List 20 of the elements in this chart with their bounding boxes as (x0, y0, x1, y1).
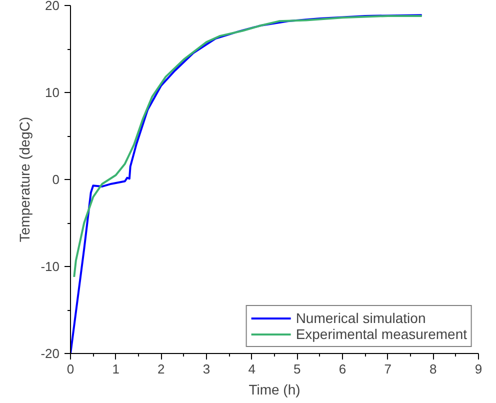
x-tick-label: 7 (384, 362, 392, 376)
x-axis-title: Time (h) (248, 382, 300, 398)
y-tick-label: 20 (45, 0, 60, 13)
y-tick-label: -10 (40, 259, 60, 274)
y-tick-label: 0 (52, 172, 60, 187)
x-tick-label: 1 (112, 362, 120, 376)
y-axis-title: Temperature (degC) (16, 116, 33, 242)
legend-label: Numerical simulation (296, 310, 426, 326)
x-tick-label: 2 (158, 362, 165, 376)
y-tick-label: 10 (45, 85, 60, 100)
x-tick-label: 5 (294, 362, 301, 376)
y-tick-label: -20 (40, 346, 60, 361)
x-tick-label: 0 (66, 362, 74, 376)
x-tick-label: 4 (248, 362, 256, 376)
legend-label: Experimental measurement (296, 326, 467, 342)
x-tick-label: 9 (474, 362, 482, 376)
x-tick-label: 8 (430, 362, 437, 376)
line-series (73, 14, 423, 278)
x-tick-label: 3 (202, 362, 210, 376)
x-tick-label: 6 (338, 362, 346, 376)
